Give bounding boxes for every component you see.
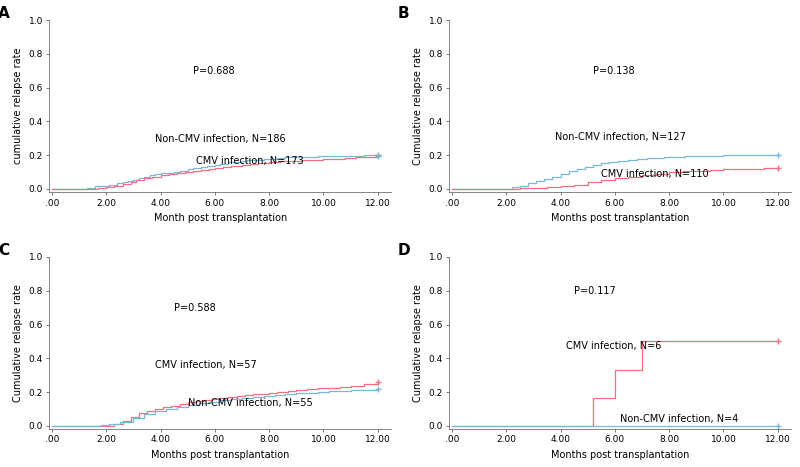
Text: P=0.138: P=0.138 [593,66,634,76]
Text: Non-CMV infection, N=127: Non-CMV infection, N=127 [555,132,686,142]
Text: CMV infection, N=57: CMV infection, N=57 [155,360,257,370]
Text: CMV infection, N=173: CMV infection, N=173 [196,156,304,166]
X-axis label: Months post transplantation: Months post transplantation [551,213,690,223]
Y-axis label: cumulative relapse rate: cumulative relapse rate [13,48,23,164]
Text: Non-CMV infection, N=186: Non-CMV infection, N=186 [155,134,286,144]
Text: C: C [0,243,9,258]
Text: P=0.688: P=0.688 [193,66,234,76]
Y-axis label: Cumulative relapse rate: Cumulative relapse rate [413,284,423,402]
Text: D: D [398,243,410,258]
Text: CMV infection, N=110: CMV infection, N=110 [602,169,709,179]
Text: P=0.588: P=0.588 [174,303,216,313]
Y-axis label: Cumulative relapse rate: Cumulative relapse rate [13,284,23,402]
Text: Non-CMV infection, N=4: Non-CMV infection, N=4 [620,414,738,424]
X-axis label: Months post transplantation: Months post transplantation [151,450,290,460]
Text: Non-CMV infection, N=55: Non-CMV infection, N=55 [188,398,313,408]
Text: P=0.117: P=0.117 [574,286,616,296]
X-axis label: Months post transplantation: Months post transplantation [551,450,690,460]
Text: CMV infection, N=6: CMV infection, N=6 [566,341,662,352]
Text: B: B [398,6,410,21]
Text: A: A [0,6,10,21]
X-axis label: Month post transplantation: Month post transplantation [154,213,287,223]
Y-axis label: Cumulative relapse rate: Cumulative relapse rate [413,47,423,165]
